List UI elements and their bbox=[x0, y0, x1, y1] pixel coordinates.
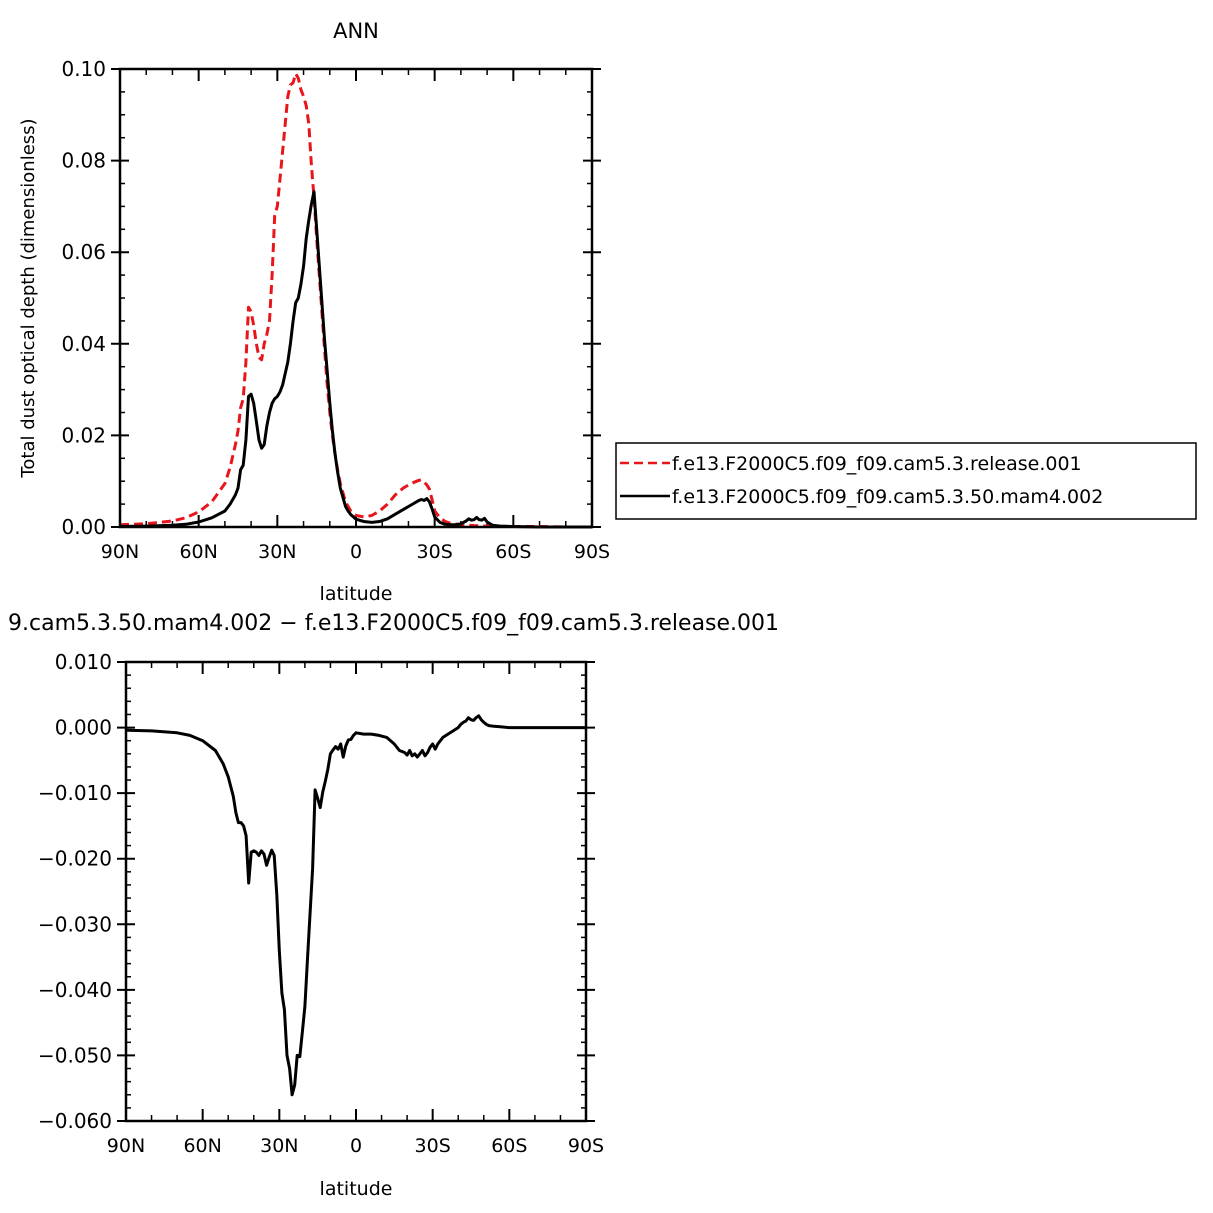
bottom-plot-frame bbox=[124, 660, 588, 1123]
top-title: ANN bbox=[333, 19, 379, 43]
top-ytick-label: 0.00 bbox=[61, 515, 106, 539]
bottom-ytick-label: −0.060 bbox=[38, 1109, 112, 1133]
top-xtick-label: 30S bbox=[417, 541, 453, 563]
top-ytick-label: 0.02 bbox=[61, 423, 106, 447]
top-xlabel: latitude bbox=[320, 583, 393, 605]
bottom-xtick-label: 90S bbox=[568, 1135, 604, 1157]
top-series-line-0 bbox=[119, 72, 592, 529]
top-plot-area bbox=[119, 72, 592, 529]
bottom-ytick-label: 0.000 bbox=[55, 716, 112, 740]
bottom-ytick-label: −0.030 bbox=[38, 912, 112, 936]
top-panel: ANN Total dust optical depth (dimensionl… bbox=[18, 19, 610, 605]
top-xtick-label: 90N bbox=[101, 541, 139, 563]
bottom-panel: 9.cam5.3.50.mam4.002 − f.e13.F2000C5.f09… bbox=[8, 611, 779, 1200]
top-plot-frame bbox=[118, 67, 594, 529]
bottom-series-line-0 bbox=[125, 714, 586, 1097]
top-ytick-label: 0.08 bbox=[61, 149, 106, 173]
top-ticks: 90N 60N 30N 0 30S 60S 90S 0.00 0.02 0.04 0.06 0.08 0… bbox=[61, 57, 610, 563]
bottom-xtick-label: 30S bbox=[415, 1135, 451, 1157]
bottom-xtick-label: 60S bbox=[491, 1135, 527, 1157]
legend-label-release: f.e13.F2000C5.f09_f09.cam5.3.release.001 bbox=[672, 453, 1082, 475]
legend: f.e13.F2000C5.f09_f09.cam5.3.release.001… bbox=[615, 442, 1197, 520]
bottom-ticks: 90N 60N 30N 0 30S 60S 90S 0.010 0.000 −0.010 −0.02… bbox=[38, 650, 604, 1157]
top-ytick-label: 0.10 bbox=[61, 57, 106, 81]
legend-box bbox=[615, 442, 1197, 520]
top-xtick-label: 30N bbox=[258, 541, 296, 563]
top-ytick-label: 0.06 bbox=[61, 240, 106, 264]
top-xtick-label: 60N bbox=[179, 541, 217, 563]
bottom-xlabel: latitude bbox=[320, 1178, 393, 1200]
top-ylabel: Total dust optical depth (dimensionless) bbox=[18, 118, 39, 478]
top-series-line-1 bbox=[119, 190, 592, 529]
bottom-xtick-label: 0 bbox=[350, 1135, 362, 1157]
bottom-ytick-label: −0.020 bbox=[38, 847, 112, 871]
top-xtick-label: 60S bbox=[495, 541, 531, 563]
bottom-xtick-label: 90N bbox=[107, 1135, 145, 1157]
bottom-ytick-label: −0.010 bbox=[38, 781, 112, 805]
legend-label-mam4: f.e13.F2000C5.f09_f09.cam5.3.50.mam4.002 bbox=[672, 486, 1103, 508]
bottom-xtick-label: 30N bbox=[260, 1135, 298, 1157]
top-ytick-label: 0.04 bbox=[61, 332, 106, 356]
top-xtick-label: 0 bbox=[350, 541, 362, 563]
bottom-ytick-label: −0.040 bbox=[38, 978, 112, 1002]
top-xtick-label: 90S bbox=[574, 541, 610, 563]
bottom-xtick-label: 60N bbox=[183, 1135, 221, 1157]
bottom-title: 9.cam5.3.50.mam4.002 − f.e13.F2000C5.f09… bbox=[8, 611, 779, 636]
bottom-ytick-label: −0.050 bbox=[38, 1043, 112, 1067]
bottom-ytick-label: 0.010 bbox=[55, 650, 112, 674]
bottom-plot-area bbox=[125, 714, 586, 1097]
